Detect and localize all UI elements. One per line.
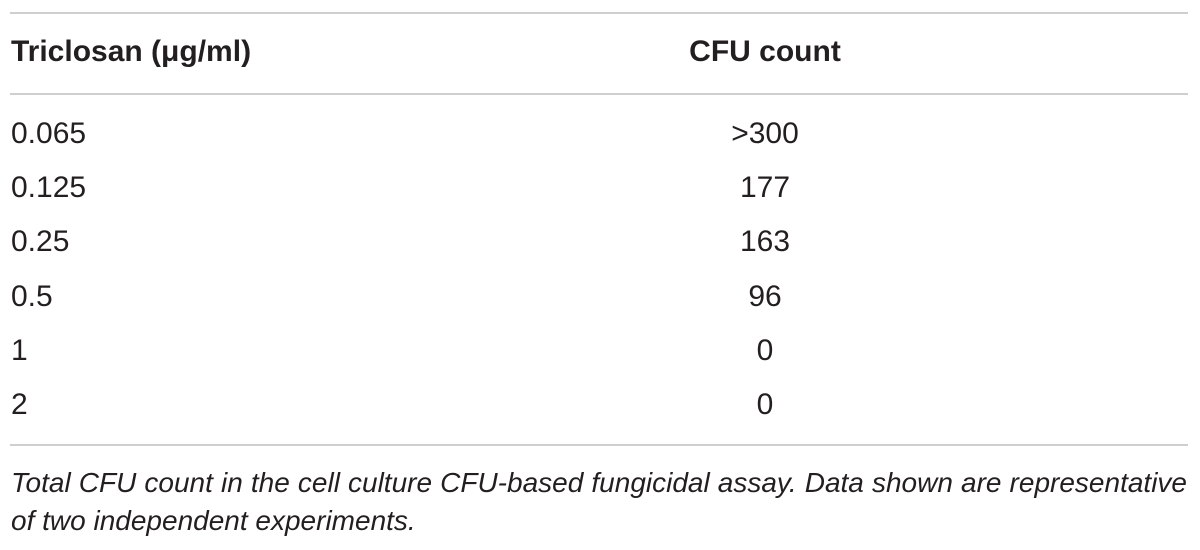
bottom-rule (10, 444, 1188, 446)
table-cell: 163 (739, 225, 791, 259)
header-rule (10, 93, 1188, 95)
table-cell: 1 (11, 333, 28, 367)
caption: Total CFU count in the cell culture CFU-… (11, 467, 1187, 536)
table-cell: >300 (731, 117, 799, 150)
table-cell: 0 (756, 333, 774, 367)
table-cell: 177 (739, 171, 791, 205)
table-cell: 0.5 (11, 279, 53, 313)
table-cell: 96 (748, 279, 782, 313)
table-cell: 0.065 (11, 117, 87, 150)
top-rule (10, 12, 1188, 14)
table-cell: 0 (756, 388, 774, 421)
table-cell: 2 (11, 388, 28, 421)
table-cell: 0.25 (11, 225, 70, 259)
header-cell: CFU count (689, 35, 841, 68)
table-cell: 0.125 (11, 171, 87, 205)
header-cell: Triclosan (μg/ml) (11, 35, 252, 68)
